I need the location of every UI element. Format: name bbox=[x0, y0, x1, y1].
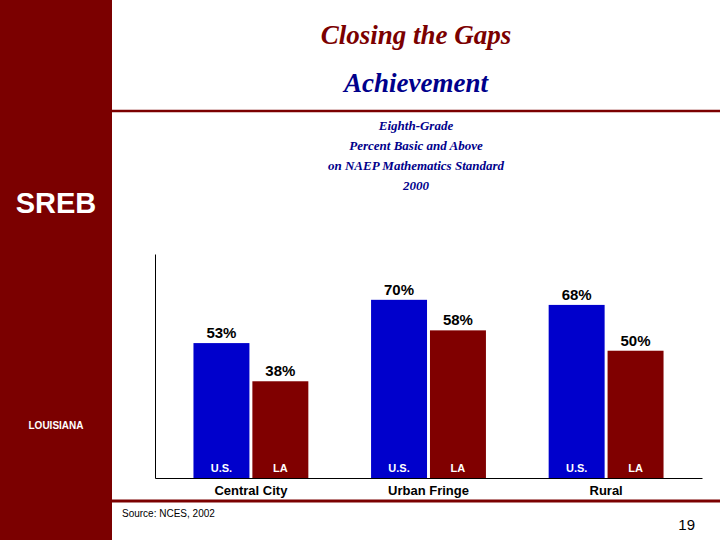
data-label: 58% bbox=[443, 311, 473, 328]
chart-svg: SREB LOUISIANA Closing the Gaps Achievement… bbox=[0, 0, 720, 540]
panel-logo: SREB bbox=[16, 187, 97, 219]
data-label: 50% bbox=[621, 332, 651, 349]
subtitle: Eighth-Grade Percent Basic and Above on NA… bbox=[328, 118, 505, 193]
y-axis bbox=[155, 255, 156, 479]
x-tick: Central City bbox=[214, 478, 288, 498]
series-label: U.S. bbox=[566, 462, 587, 474]
source: Source: NCES, 2002 bbox=[122, 508, 215, 519]
x-axis: Central City Urban Fringe Rural bbox=[156, 478, 703, 498]
series-label: LA bbox=[451, 462, 466, 474]
x-tick: Rural bbox=[589, 478, 622, 498]
series-label: LA bbox=[628, 462, 643, 474]
data-label: 70% bbox=[384, 281, 414, 298]
data-label: 68% bbox=[562, 286, 592, 303]
title-rule bbox=[112, 110, 720, 113]
series-label: LA bbox=[273, 462, 288, 474]
subtitle-line: Eighth-Grade bbox=[378, 118, 454, 133]
bar-labels: 53% U.S. 70% U.S. 68% U.S. 38% LA 58% LA 50% LA bbox=[206, 281, 650, 474]
bars bbox=[193, 300, 663, 478]
bar bbox=[193, 343, 249, 478]
page-number: 19 bbox=[678, 516, 695, 533]
x-tick: Urban Fringe bbox=[388, 478, 469, 498]
bar bbox=[371, 300, 427, 478]
bar bbox=[430, 330, 486, 478]
data-label: 38% bbox=[265, 362, 295, 379]
series-label: U.S. bbox=[388, 462, 409, 474]
title: Closing the Gaps bbox=[321, 20, 512, 50]
bar bbox=[252, 381, 308, 478]
panel-state: LOUISIANA bbox=[29, 420, 84, 431]
bar bbox=[608, 351, 664, 478]
x-axis-line bbox=[156, 478, 703, 479]
subtitle-line: on NAEP Mathematics Standard bbox=[328, 158, 505, 173]
title: Achievement bbox=[342, 68, 489, 98]
subtitle-line: 2000 bbox=[402, 178, 430, 193]
x-tick-label: Urban Fringe bbox=[388, 483, 469, 498]
data-label: 53% bbox=[206, 324, 236, 341]
left-panel bbox=[0, 0, 112, 540]
x-tick-label: Rural bbox=[589, 483, 622, 498]
x-tick-label: Central City bbox=[214, 483, 288, 498]
bar bbox=[549, 305, 605, 478]
bottom-rule bbox=[112, 500, 720, 503]
chart-container: SREB LOUISIANA Closing the Gaps Achievement… bbox=[0, 0, 720, 540]
y-axis-line bbox=[155, 255, 156, 479]
series-label: U.S. bbox=[211, 462, 232, 474]
subtitle-line: Percent Basic and Above bbox=[349, 138, 483, 153]
